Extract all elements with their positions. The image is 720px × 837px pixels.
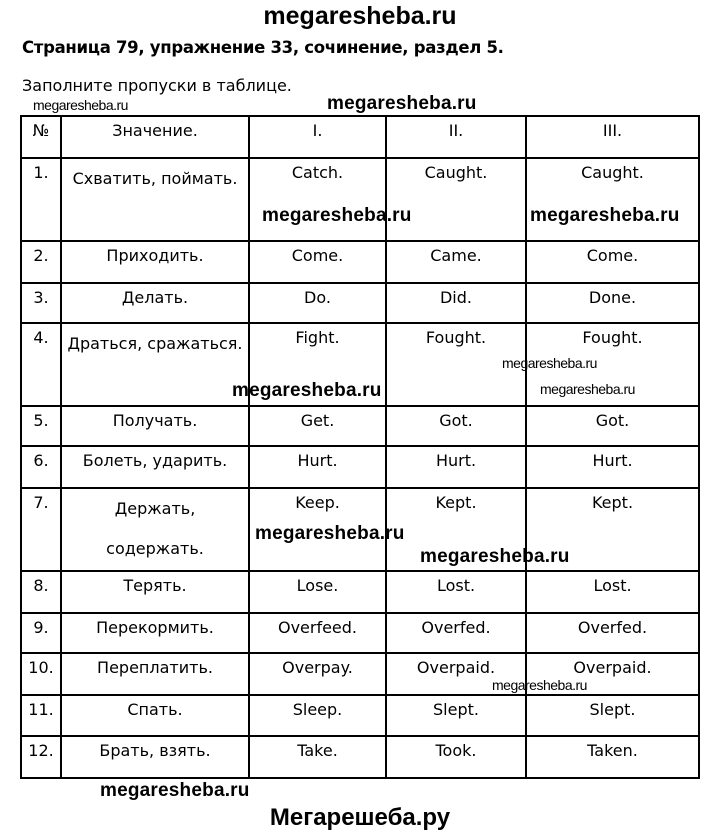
table-cell: Catch. [248,157,387,242]
table-cell: Спать. [60,694,250,737]
table-cell: 3. [20,282,62,324]
watermark: megaresheba.ru [262,205,412,226]
watermark: megaresheba.ru [33,97,128,113]
table-cell: Came. [385,240,527,284]
table-cell: Caught. [525,157,700,242]
table-cell: 7. [20,487,62,572]
table-cell: Брать, взять. [60,735,250,779]
table-cell: 12. [20,735,62,779]
verb-table: № Значение. I. II. III. 1. Схватить, поймать.… [20,115,700,779]
watermark: megaresheba.ru [420,546,570,567]
table-cell: Терять. [60,570,250,614]
table-cell: Схватить, поймать. [60,157,250,242]
table-cell: Fought. [385,322,527,407]
table-cell: Hurt. [385,445,527,489]
table-cell: Take. [248,735,387,779]
table-cell: Получать. [60,405,250,447]
table-row: 2. Приходить. Come. Came. Come. [20,240,700,284]
column-header: № [20,115,62,159]
table-cell: Приходить. [60,240,250,284]
table-cell: Overfed. [525,612,700,654]
table-cell: Overpaid. [385,652,527,696]
table-cell: Got. [525,405,700,447]
watermark: megaresheba.ru [530,205,680,226]
table-row: 4. Драться, сражаться. Fight. Fought. Fought… [20,322,700,407]
table-cell: Taken. [525,735,700,779]
watermark: megaresheba.ru [100,780,250,801]
table-cell: Делать. [60,282,250,324]
watermark: megaresheba.ru [327,93,477,114]
table-row: 3. Делать. Do. Did. Done. [20,282,700,324]
table-cell: Lose. [248,570,387,614]
table-cell: 5. [20,405,62,447]
column-header: Значение. [60,115,250,159]
table-cell: Lost. [525,570,700,614]
table-cell: 9. [20,612,62,654]
table-cell: Overpay. [248,652,387,696]
table-cell: Come. [525,240,700,284]
watermark: megaresheba.ru [540,381,635,397]
table-cell: 1. [20,157,62,242]
watermark-bottom: Мегарешеба.ру [269,804,451,831]
table-cell: Slept. [385,694,527,737]
table-cell: Get. [248,405,387,447]
table-cell: Slept. [525,694,700,737]
table-cell: 11. [20,694,62,737]
table-cell: Kept. [525,487,700,572]
table-row: 12. Брать, взять. Take. Took. Taken. [20,735,700,779]
table-cell: Fight. [248,322,387,407]
table-row: 9. Перекормить. Overfeed. Overfed. Overfed. [20,612,700,654]
column-header: I. [248,115,387,159]
table-cell: Did. [385,282,527,324]
table-cell: Come. [248,240,387,284]
table-cell: Took. [385,735,527,779]
table-cell: Держать, содержать. [60,487,250,572]
table-cell: 2. [20,240,62,284]
column-header: III. [525,115,700,159]
watermark: megaresheba.ru [255,523,405,544]
table-cell: Overpaid. [525,652,700,696]
table-cell: Sleep. [248,694,387,737]
watermark: megaresheba.ru [232,380,382,401]
table-row: 5. Получать. Get. Got. Got. [20,405,700,447]
table-cell: Lost. [385,570,527,614]
table-cell: Перекормить. [60,612,250,654]
table-cell: Болеть, ударить. [60,445,250,489]
table-row: 6. Болеть, ударить. Hurt. Hurt. Hurt. [20,445,700,489]
page-title: Страница 79, упражнение 33, сочинение, р… [22,38,504,57]
table-cell: Done. [525,282,700,324]
instruction: Заполните пропуски в таблице. [22,76,292,95]
table-row: 10. Переплатить. Overpay. Overpaid. Overpaid… [20,652,700,696]
table-cell: Overfeed. [248,612,387,654]
table-cell: Keep. [248,487,387,572]
table-cell: 10. [20,652,62,696]
table-row: 8. Терять. Lose. Lost. Lost. [20,570,700,614]
column-header: II. [385,115,527,159]
table-cell: 4. [20,322,62,407]
table-cell: Got. [385,405,527,447]
table-row: 7. Держать, содержать. Keep. Kept. Kept. [20,487,700,572]
table-cell: Hurt. [525,445,700,489]
table-row: 1. Схватить, поймать. Catch. Caught. Caught. [20,157,700,242]
watermark: megaresheba.ru [502,355,597,371]
table-cell: 6. [20,445,62,489]
watermark: megaresheba.ru [492,677,587,693]
table-cell: Переплатить. [60,652,250,696]
table-cell: Overfed. [385,612,527,654]
table-cell: Caught. [385,157,527,242]
table-cell: Fought. [525,322,700,407]
table-cell: Драться, сражаться. [60,322,250,407]
table-row: 11. Спать. Sleep. Slept. Slept. [20,694,700,737]
table-cell: Kept. [385,487,527,572]
table-cell: 8. [20,570,62,614]
table-cell: Hurt. [248,445,387,489]
watermark-top: megaresheba.ru [263,2,457,30]
table-cell: Do. [248,282,387,324]
